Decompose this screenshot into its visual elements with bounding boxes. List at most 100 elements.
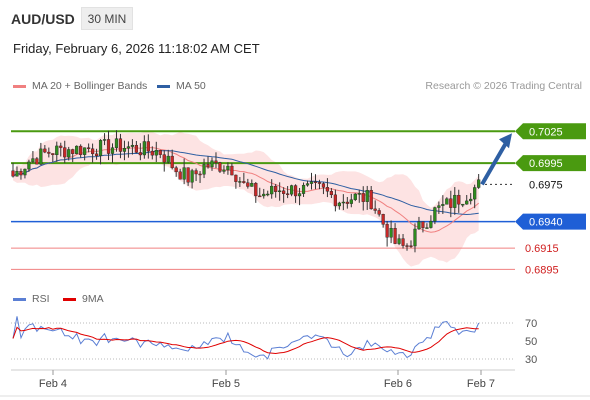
candle-body	[154, 150, 158, 156]
candle-body	[146, 141, 150, 152]
ma50-line	[12, 150, 479, 216]
candle-body	[174, 167, 178, 173]
candle-body	[35, 158, 39, 165]
candle-body	[389, 228, 393, 238]
legend-rsi-swatch	[13, 297, 26, 301]
candle-body	[158, 150, 162, 155]
level-label-0.6895: 0.6895	[525, 264, 559, 276]
candle-body	[250, 182, 254, 187]
forecast-arrow-shaft	[480, 140, 509, 186]
level-label-0.6975: 0.6975	[529, 179, 563, 191]
candle-body	[15, 171, 19, 177]
candle-body	[453, 194, 457, 208]
candle-body	[19, 171, 23, 176]
legend-ma50-label: MA 50	[176, 80, 206, 92]
candle-body	[266, 193, 270, 196]
legend-rsi-ma-label: 9MA	[82, 293, 104, 305]
legend-rsi-label: RSI	[32, 293, 50, 305]
candle-body	[270, 185, 274, 195]
candle-body	[349, 199, 353, 204]
candle-body	[55, 145, 59, 156]
candle-body	[421, 221, 425, 228]
candle-body	[341, 201, 345, 204]
candle-body	[166, 155, 170, 163]
candle-body	[365, 190, 369, 202]
candle-body	[337, 202, 341, 207]
candle-body	[278, 190, 282, 193]
candle-body	[126, 146, 131, 149]
x-tick-label: Feb 7	[467, 378, 495, 390]
candle-body	[461, 203, 465, 206]
x-tick-label: Feb 4	[39, 378, 67, 390]
candle-body	[409, 245, 413, 247]
candle-body	[293, 185, 298, 197]
timeframe-button[interactable]: 30 MIN	[81, 7, 133, 30]
candle-body	[329, 191, 333, 196]
candle-body	[218, 162, 222, 172]
top-bar: AUD/USD 30 MIN	[0, 0, 590, 36]
candle-body	[425, 227, 429, 229]
candle-body	[437, 205, 441, 208]
candle-body	[83, 147, 87, 155]
candle-body	[321, 183, 326, 188]
candle-body	[67, 149, 71, 158]
rsi-tick-70: 70	[525, 318, 537, 330]
level-tag-shape	[514, 175, 587, 193]
candle-body	[477, 179, 481, 188]
candlesticks	[11, 130, 481, 253]
candle-body	[102, 139, 107, 141]
candle-body	[182, 167, 186, 180]
candle-body	[63, 147, 67, 158]
candle-body	[305, 183, 310, 186]
chart-datetime: Friday, February 6, 2026 11:18:02 AM CET	[13, 41, 260, 56]
candle-body	[27, 161, 31, 170]
candle-body	[317, 182, 322, 184]
candle-body	[106, 139, 111, 154]
candle-body	[23, 168, 27, 176]
candle-body	[457, 194, 461, 205]
candle-body	[150, 150, 154, 156]
candle-body	[118, 138, 123, 152]
candle-body	[186, 167, 190, 183]
level-tag-0.7025: 0.7025	[515, 123, 586, 140]
candle-body	[39, 148, 43, 165]
ma20-line	[12, 147, 480, 233]
candle-body	[417, 221, 421, 230]
candle-body	[170, 155, 174, 168]
candle-body	[90, 148, 95, 155]
candle-body	[134, 144, 138, 153]
candle-body	[51, 153, 55, 156]
legend-rsi: RSI	[13, 293, 50, 305]
candle-body	[433, 207, 437, 222]
level-label-0.6940: 0.6940	[529, 217, 563, 229]
candle-body	[98, 140, 103, 156]
moving-averages	[12, 147, 480, 233]
forecast-arrow	[480, 133, 512, 186]
candle-body	[333, 194, 337, 207]
candle-body	[469, 198, 473, 202]
candle-body	[361, 193, 365, 202]
candle-body	[47, 151, 51, 154]
candle-body	[206, 164, 210, 168]
level-tag-0.6975: 0.6975	[514, 175, 587, 193]
x-tick-label: Feb 6	[384, 378, 412, 390]
candle-body	[473, 187, 477, 200]
candle-body	[238, 181, 242, 183]
candle-body	[345, 201, 349, 204]
legend-ma20-swatch	[13, 84, 26, 88]
candle-body	[11, 170, 15, 177]
candle-body	[79, 145, 83, 155]
candle-body	[75, 145, 79, 154]
candle-body	[297, 193, 302, 197]
candle-body	[242, 181, 246, 183]
candle-body	[258, 195, 262, 198]
candle-body	[130, 144, 134, 147]
candle-body	[377, 210, 381, 215]
candle-body	[413, 228, 417, 247]
candle-body	[282, 190, 286, 194]
level-tag-0.6995: 0.6995	[515, 155, 586, 172]
candle-body	[138, 152, 142, 156]
candle-body	[162, 154, 166, 163]
rsi-panel: 70 50 30	[11, 316, 537, 366]
